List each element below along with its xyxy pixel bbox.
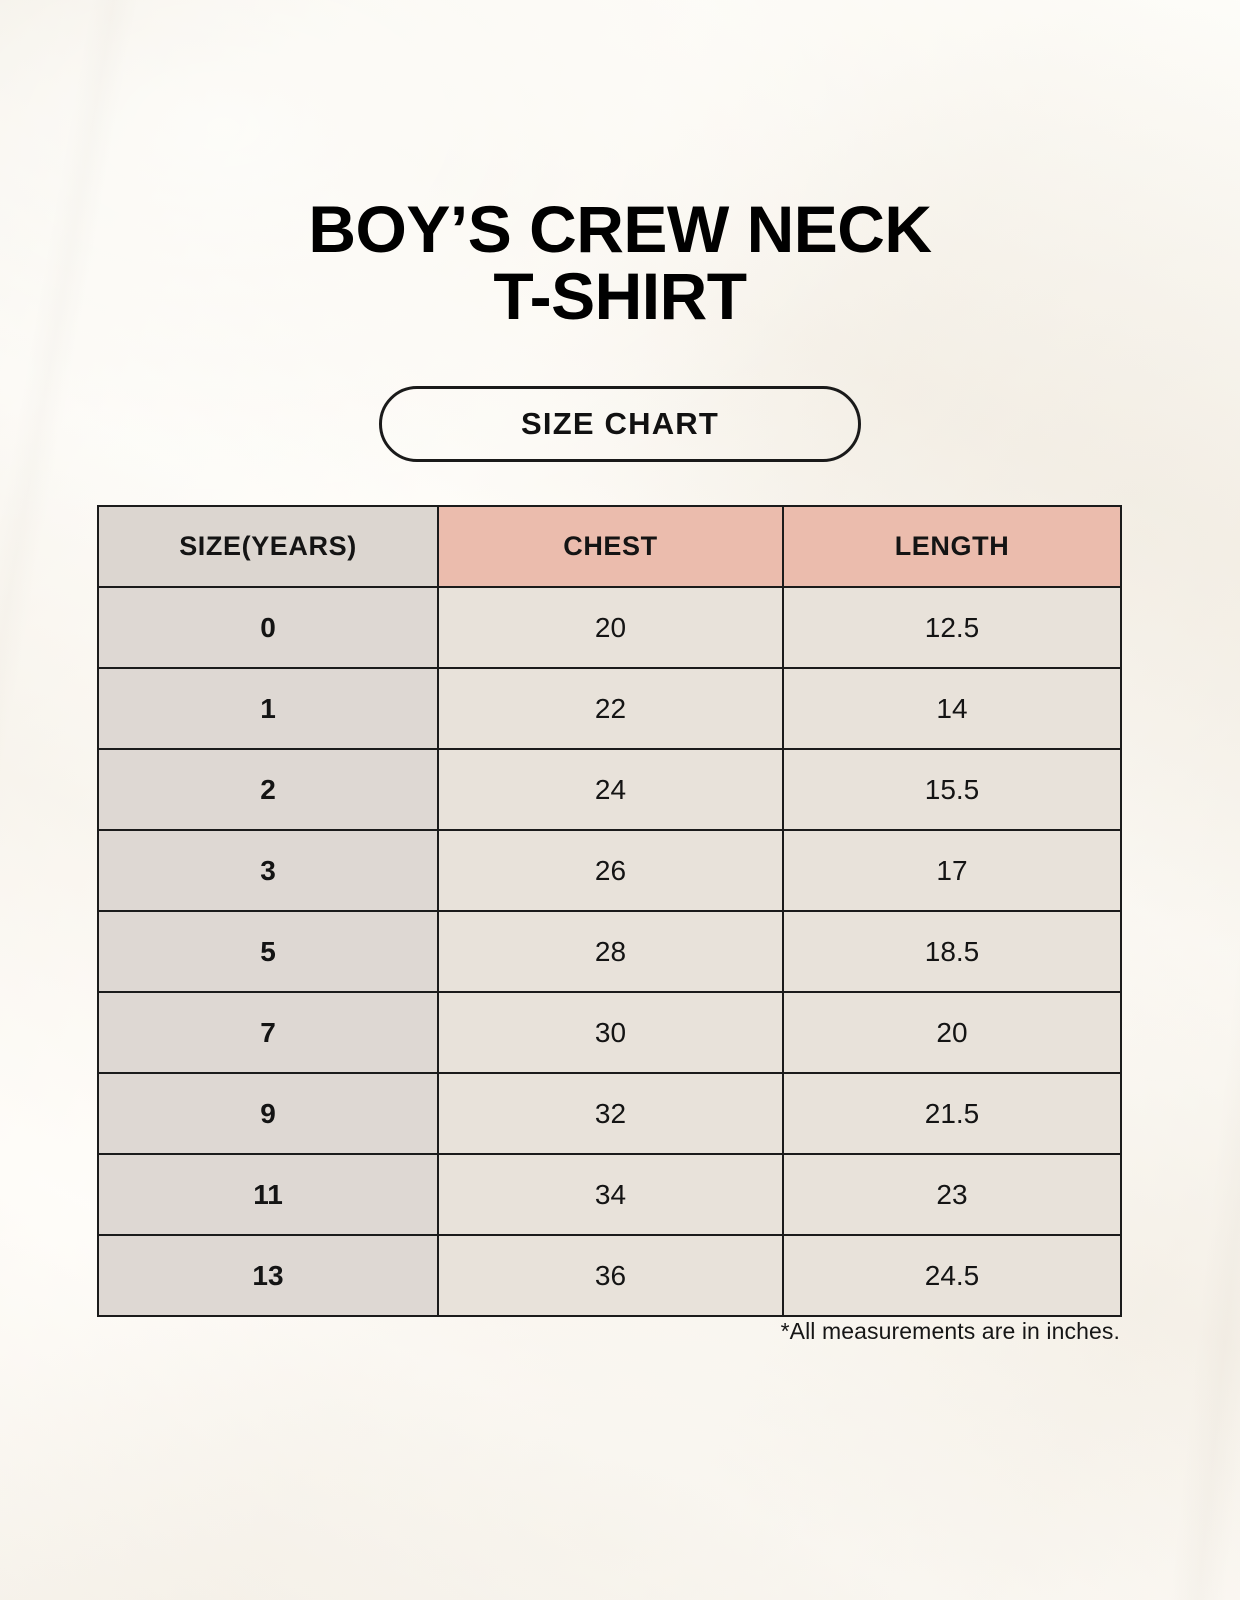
table-row: 9 32 21.5 xyxy=(97,1072,1122,1155)
page-title: BOY’S CREW NECK T-SHIRT xyxy=(308,192,932,334)
cell-size: 11 xyxy=(97,1153,439,1236)
badge-container: SIZE CHART xyxy=(0,386,1240,462)
cell-size: 5 xyxy=(97,910,439,993)
table-row: 7 30 20 xyxy=(97,991,1122,1074)
table-row: 13 36 24.5 xyxy=(97,1234,1122,1317)
cell-chest: 32 xyxy=(437,1072,784,1155)
table-row: 0 20 12.5 xyxy=(97,586,1122,669)
cell-length: 21.5 xyxy=(782,1072,1122,1155)
cell-size: 13 xyxy=(97,1234,439,1317)
size-table-body: 0 20 12.5 1 22 14 2 24 15.5 3 26 17 xyxy=(97,586,1122,1317)
table-header-row: SIZE(YEARS) CHEST LENGTH xyxy=(97,505,1122,588)
cell-length: 18.5 xyxy=(782,910,1122,993)
table-row: 1 22 14 xyxy=(97,667,1122,750)
cell-length: 20 xyxy=(782,991,1122,1074)
cell-length: 17 xyxy=(782,829,1122,912)
cell-length: 15.5 xyxy=(782,748,1122,831)
cell-length: 14 xyxy=(782,667,1122,750)
cell-chest: 30 xyxy=(437,991,784,1074)
table-row: 5 28 18.5 xyxy=(97,910,1122,993)
cell-size: 1 xyxy=(97,667,439,750)
cell-chest: 36 xyxy=(437,1234,784,1317)
column-header-length: LENGTH xyxy=(782,505,1122,588)
cell-length: 23 xyxy=(782,1153,1122,1236)
cell-chest: 34 xyxy=(437,1153,784,1236)
size-table-header: SIZE(YEARS) CHEST LENGTH xyxy=(97,505,1122,588)
size-table-container: SIZE(YEARS) CHEST LENGTH 0 20 12.5 1 22 … xyxy=(97,505,1122,1317)
cell-chest: 24 xyxy=(437,748,784,831)
table-row: 2 24 15.5 xyxy=(97,748,1122,831)
column-header-size: SIZE(YEARS) xyxy=(97,505,439,588)
cell-size: 0 xyxy=(97,586,439,669)
table-row: 11 34 23 xyxy=(97,1153,1122,1236)
cell-size: 2 xyxy=(97,748,439,831)
table-row: 3 26 17 xyxy=(97,829,1122,912)
cell-chest: 28 xyxy=(437,910,784,993)
cell-length: 24.5 xyxy=(782,1234,1122,1317)
column-header-chest: CHEST xyxy=(437,505,784,588)
cell-size: 3 xyxy=(97,829,439,912)
cell-chest: 26 xyxy=(437,829,784,912)
cell-size: 7 xyxy=(97,991,439,1074)
cell-chest: 20 xyxy=(437,586,784,669)
cell-size: 9 xyxy=(97,1072,439,1155)
cell-chest: 22 xyxy=(437,667,784,750)
measurement-footnote: *All measurements are in inches. xyxy=(780,1318,1120,1344)
size-chart-badge: SIZE CHART xyxy=(379,386,861,462)
cell-length: 12.5 xyxy=(782,586,1122,669)
size-table: SIZE(YEARS) CHEST LENGTH 0 20 12.5 1 22 … xyxy=(97,505,1122,1317)
